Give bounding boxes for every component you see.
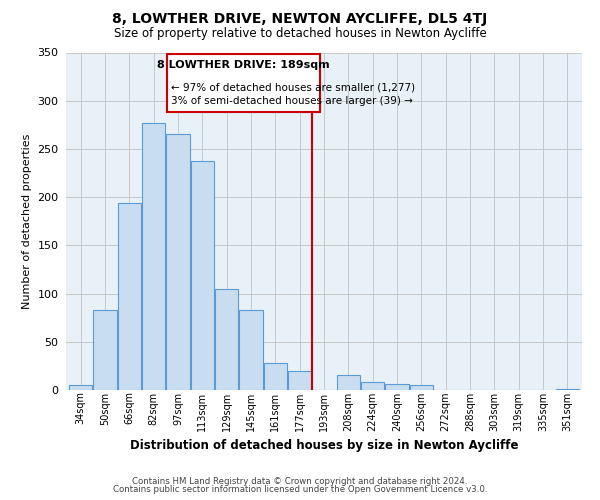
Text: Contains HM Land Registry data © Crown copyright and database right 2024.: Contains HM Land Registry data © Crown c… xyxy=(132,477,468,486)
Bar xyxy=(69,385,92,390)
Bar xyxy=(410,385,433,390)
Text: Contains public sector information licensed under the Open Government Licence v3: Contains public sector information licen… xyxy=(113,484,487,494)
Bar xyxy=(337,374,360,390)
X-axis label: Distribution of detached houses by size in Newton Aycliffe: Distribution of detached houses by size … xyxy=(130,439,518,452)
FancyBboxPatch shape xyxy=(167,54,320,112)
Bar xyxy=(556,389,579,390)
Bar xyxy=(239,310,263,390)
Bar xyxy=(94,310,116,390)
Bar xyxy=(215,289,238,390)
Y-axis label: Number of detached properties: Number of detached properties xyxy=(22,134,32,309)
Bar xyxy=(166,134,190,390)
Text: Size of property relative to detached houses in Newton Aycliffe: Size of property relative to detached ho… xyxy=(113,28,487,40)
Bar xyxy=(288,370,311,390)
Text: 8 LOWTHER DRIVE: 189sqm: 8 LOWTHER DRIVE: 189sqm xyxy=(157,60,330,70)
Bar xyxy=(118,203,141,390)
Bar xyxy=(385,384,409,390)
Text: 3% of semi-detached houses are larger (39) →: 3% of semi-detached houses are larger (3… xyxy=(170,96,413,106)
Text: 8, LOWTHER DRIVE, NEWTON AYCLIFFE, DL5 4TJ: 8, LOWTHER DRIVE, NEWTON AYCLIFFE, DL5 4… xyxy=(112,12,488,26)
Text: ← 97% of detached houses are smaller (1,277): ← 97% of detached houses are smaller (1,… xyxy=(170,82,415,92)
Bar xyxy=(191,162,214,390)
Bar xyxy=(264,363,287,390)
Bar xyxy=(361,382,384,390)
Bar xyxy=(142,123,165,390)
